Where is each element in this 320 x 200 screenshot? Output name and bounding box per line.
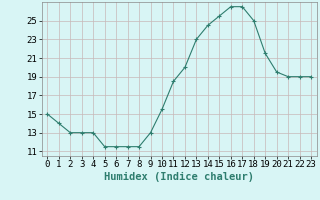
X-axis label: Humidex (Indice chaleur): Humidex (Indice chaleur) [104,172,254,182]
